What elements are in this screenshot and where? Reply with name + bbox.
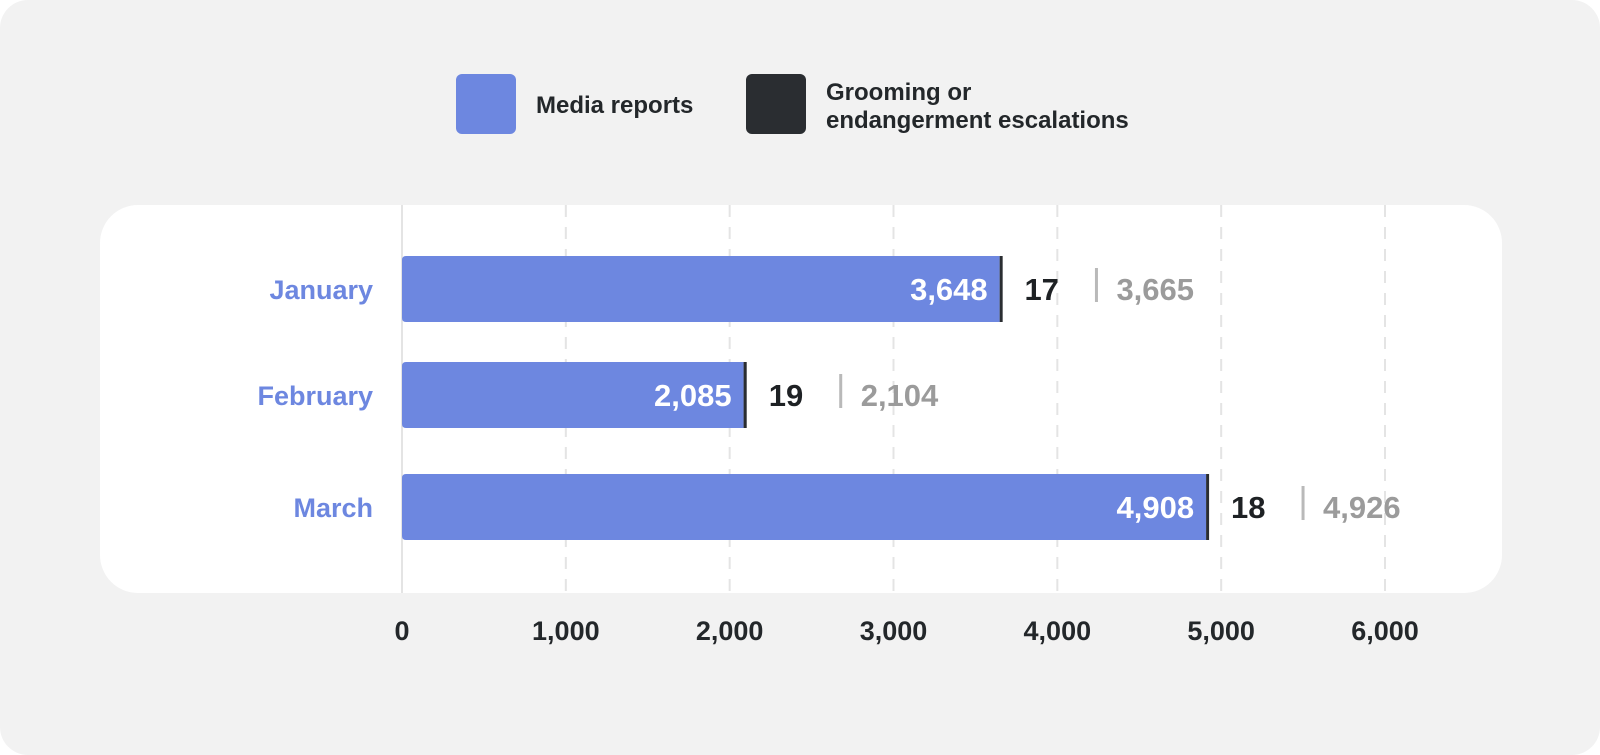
data-label-total: 4,926 xyxy=(1323,490,1401,525)
legend-label: Grooming or xyxy=(826,79,971,106)
x-tick-label: 1,000 xyxy=(532,616,600,646)
data-label-media-reports: 3,648 xyxy=(910,272,988,307)
category-labels: January February March xyxy=(257,275,373,523)
data-label-media-reports: 2,085 xyxy=(654,378,732,413)
data-label-media-reports: 4,908 xyxy=(1117,490,1195,525)
data-label-escalations: 17 xyxy=(1024,272,1058,307)
bar-escalations xyxy=(999,256,1003,322)
category-label: February xyxy=(257,381,373,411)
value-labels: 3,648 17 3,665 2,085 19 2,104 4,908 18 4,926 xyxy=(654,268,1401,525)
bar-escalations xyxy=(1206,474,1210,540)
x-tick-label: 4,000 xyxy=(1024,616,1092,646)
bar-media-reports xyxy=(402,362,744,428)
x-axis: 0 1,000 2,000 3,000 4,000 5,000 6,000 xyxy=(394,616,1418,646)
x-tick-label: 5,000 xyxy=(1187,616,1255,646)
category-label: March xyxy=(293,493,373,523)
bar-escalations xyxy=(743,362,747,428)
bar-media-reports xyxy=(402,256,1000,322)
data-label-total: 3,665 xyxy=(1116,272,1194,307)
data-label-escalations: 19 xyxy=(769,378,803,413)
data-label-total: 2,104 xyxy=(861,378,939,413)
x-tick-label: 6,000 xyxy=(1351,616,1419,646)
legend-label: Media reports xyxy=(536,92,693,119)
legend-swatch-media-reports xyxy=(456,74,516,134)
x-tick-label: 2,000 xyxy=(696,616,764,646)
legend-label: endangerment escalations xyxy=(826,107,1129,134)
legend-swatch-escalations xyxy=(746,74,806,134)
bars xyxy=(402,256,1210,540)
x-tick-label: 3,000 xyxy=(860,616,928,646)
data-label-escalations: 18 xyxy=(1231,490,1265,525)
bar-media-reports xyxy=(402,474,1207,540)
x-tick-label: 0 xyxy=(394,616,409,646)
category-label: January xyxy=(269,275,373,305)
